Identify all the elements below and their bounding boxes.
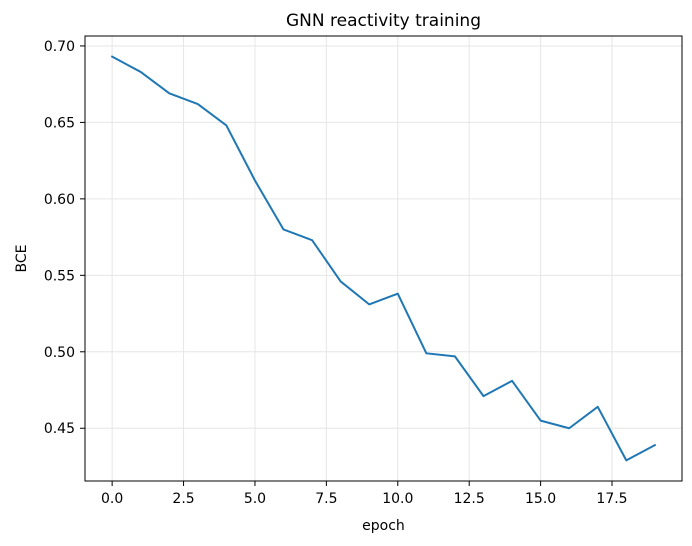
y-axis-ticks: 0.45 0.50 0.55 0.60 0.65 0.70 (44, 39, 85, 437)
series-layer (110, 55, 657, 462)
series-line (110, 55, 657, 462)
grid-lines (85, 36, 682, 481)
x-tick-label: 7.5 (315, 491, 337, 507)
x-tick-label: 5.0 (244, 491, 266, 507)
x-tick-label: 0.0 (101, 491, 123, 507)
y-tick-label: 0.70 (44, 39, 75, 55)
y-tick-label: 0.55 (44, 268, 75, 284)
x-tick-label: 17.5 (596, 491, 627, 507)
y-tick-label: 0.65 (44, 115, 75, 131)
x-axis-ticks: 0.0 2.5 5.0 7.5 10.0 12.5 15.0 17.5 (101, 481, 628, 507)
y-tick-label: 0.45 (44, 421, 75, 437)
x-tick-label: 12.5 (454, 491, 485, 507)
x-tick-label: 10.0 (382, 491, 413, 507)
y-tick-label: 0.60 (44, 192, 75, 208)
plot-frame (84, 35, 683, 482)
chart-title: GNN reactivity training (286, 11, 481, 31)
x-tick-label: 2.5 (172, 491, 194, 507)
y-axis-title: BCE (14, 245, 30, 273)
y-tick-label: 0.50 (44, 345, 75, 361)
x-axis-title: epoch (362, 518, 405, 534)
x-tick-label: 15.0 (525, 491, 556, 507)
